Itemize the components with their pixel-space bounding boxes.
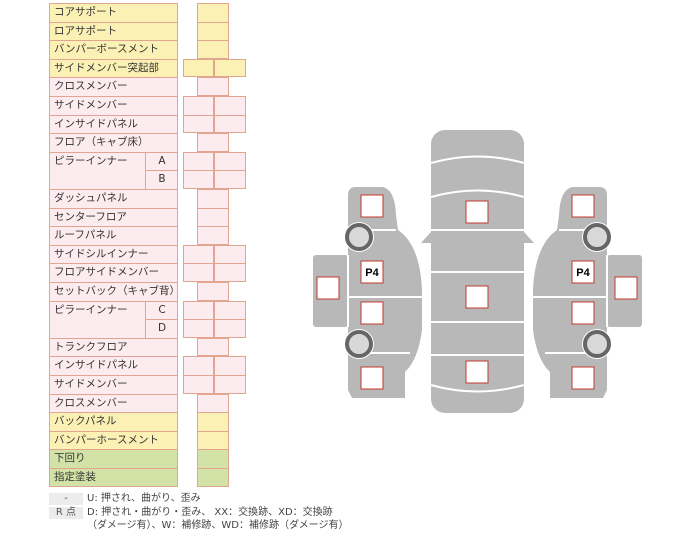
inspection-cell[interactable]	[214, 114, 246, 134]
damage-box[interactable]	[571, 260, 595, 284]
legend-text-d: D: 押され・曲がり・歪み、 XX：交換跡、XD：交換跡	[87, 507, 333, 518]
table-row-label: 下回り	[49, 449, 178, 468]
damage-box[interactable]	[360, 260, 384, 284]
inspection-cell[interactable]	[214, 356, 246, 375]
table-row-label: クロスメンバー	[49, 77, 178, 96]
legend-text-d2: （ダメージ有）、W：補修跡、WD：補修跡（ダメージ有）	[87, 520, 349, 531]
table-row-label: フロアサイドメンバー	[49, 263, 178, 282]
inspection-cell[interactable]	[197, 21, 229, 41]
table-row-label: ルーフパネル	[49, 226, 178, 245]
inspection-cell[interactable]	[183, 96, 214, 115]
inspection-cell[interactable]	[197, 3, 229, 22]
damage-box[interactable]	[465, 285, 489, 309]
damage-box[interactable]	[360, 366, 384, 390]
inspection-cell[interactable]	[183, 300, 214, 320]
table-row-label: クロスメンバー	[49, 393, 178, 413]
inspection-cell[interactable]	[183, 170, 214, 189]
damage-box[interactable]	[316, 276, 340, 300]
inspection-cell[interactable]	[197, 449, 229, 468]
table-row-label: コアサポート	[49, 3, 178, 22]
table-row-label: サイドメンバー	[49, 375, 178, 394]
inspection-cell[interactable]	[214, 151, 246, 171]
table-row-label: バンパーホースメント	[49, 430, 178, 450]
inspection-cell[interactable]	[214, 319, 246, 338]
table-row-label: トランクフロア	[49, 337, 178, 357]
left-p4-label: P4	[365, 267, 379, 279]
damage-box[interactable]	[465, 200, 489, 224]
pillar-sub-label: B	[145, 170, 178, 189]
inspection-cell[interactable]	[214, 170, 246, 189]
inspection-cell[interactable]	[197, 393, 229, 413]
damage-box[interactable]	[571, 194, 595, 218]
inspection-cell[interactable]	[197, 226, 229, 245]
table-row-label: 指定塗装	[49, 468, 178, 487]
inspection-cell[interactable]	[197, 282, 229, 301]
legend-key-r: R 点	[49, 507, 83, 519]
inspection-cell[interactable]	[197, 337, 229, 357]
damage-box[interactable]	[360, 301, 384, 325]
inspection-cell[interactable]	[214, 96, 246, 115]
table-row-label: フロア（キャブ床）	[49, 133, 178, 152]
table-row-label: サイドメンバー突起部	[49, 58, 178, 78]
inspection-cell[interactable]	[183, 114, 214, 134]
inspection-cell[interactable]	[197, 207, 229, 227]
inspection-cell[interactable]	[197, 412, 229, 431]
inspection-cell[interactable]	[183, 375, 214, 394]
inspection-cell[interactable]	[197, 133, 229, 152]
table-row-label: センターフロア	[49, 207, 178, 227]
right-p4-label: P4	[576, 267, 590, 279]
inspection-cell[interactable]	[183, 263, 214, 282]
table-row-label: バックパネル	[49, 412, 178, 431]
pillar-sub-label: D	[145, 319, 178, 338]
inspection-cell[interactable]	[214, 58, 246, 78]
pillar-sub-label: C	[145, 300, 178, 320]
inspection-cell[interactable]	[183, 58, 214, 78]
table-row-label: サイドシルインナー	[49, 244, 178, 264]
inspection-cell[interactable]	[214, 244, 246, 264]
inspection-cell[interactable]	[197, 468, 229, 487]
inspection-cell[interactable]	[183, 244, 214, 264]
table-row-label: ダッシュパネル	[49, 189, 178, 208]
table-row-label: インサイドパネル	[49, 114, 178, 134]
inspection-cell[interactable]	[214, 375, 246, 394]
inspection-cell[interactable]	[197, 77, 229, 96]
damage-box[interactable]	[360, 194, 384, 218]
table-row-label: インサイドパネル	[49, 356, 178, 375]
inspection-cell[interactable]	[183, 356, 214, 375]
inspection-cell[interactable]	[183, 319, 214, 338]
damage-box[interactable]	[614, 276, 638, 300]
table-row-label: サイドメンバー	[49, 96, 178, 115]
wheels	[344, 222, 612, 359]
table-row-label: セットバック（キャブ背）	[49, 282, 180, 301]
inspection-cell[interactable]	[197, 430, 229, 450]
inspection-cell[interactable]	[214, 263, 246, 282]
legend-key-dash: -	[49, 493, 83, 505]
table-row-label: バンパーボースメント	[49, 40, 178, 59]
damage-box[interactable]	[571, 301, 595, 325]
damage-box[interactable]	[465, 360, 489, 384]
inspection-cell[interactable]	[214, 300, 246, 320]
table-row-label: ロアサポート	[49, 21, 178, 41]
damage-box[interactable]	[571, 366, 595, 390]
legend-text-u: U: 押され、曲がり、歪み	[87, 493, 201, 504]
pillar-sub-label: A	[145, 151, 178, 171]
inspection-cell[interactable]	[197, 40, 229, 59]
inspection-cell[interactable]	[197, 189, 229, 208]
inspection-cell[interactable]	[183, 151, 214, 171]
